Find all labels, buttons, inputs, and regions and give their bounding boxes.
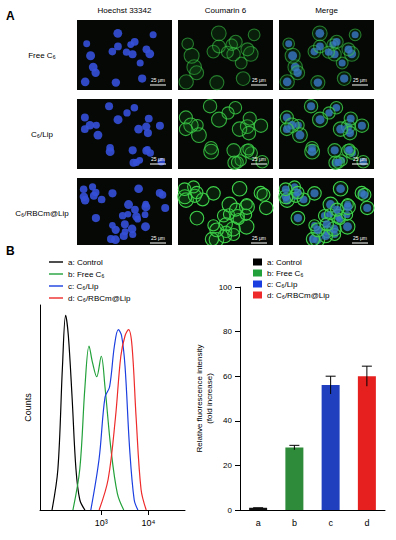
- svg-text:25 μm: 25 μm: [353, 77, 367, 83]
- svg-text:10⁴: 10⁴: [141, 518, 155, 528]
- html-text:B: B: [6, 244, 15, 258]
- svg-text:b: b: [292, 518, 297, 528]
- svg-text:a: Control: a: Control: [68, 258, 103, 267]
- svg-text:25 μm: 25 μm: [151, 235, 165, 241]
- svg-text:Counts: Counts: [23, 393, 33, 422]
- svg-text:40: 40: [223, 416, 232, 425]
- svg-text:25 μm: 25 μm: [252, 156, 266, 162]
- svg-text:25 μm: 25 μm: [151, 156, 165, 162]
- svg-text:Relative fluorescence intensit: Relative fluorescence intensity: [195, 344, 204, 452]
- svg-text:c: C₆/Lip: c: C₆/Lip: [68, 282, 99, 291]
- svg-text:b: Free C₆: b: Free C₆: [68, 270, 105, 279]
- svg-text:10³: 10³: [95, 518, 108, 528]
- svg-text:c: C₆/Lip: c: C₆/Lip: [267, 280, 298, 289]
- svg-text:A: A: [6, 9, 15, 23]
- svg-text:100: 100: [219, 283, 233, 292]
- svg-text:d: C₆/RBCm@Lip: d: C₆/RBCm@Lip: [267, 291, 330, 300]
- svg-text:25 μm: 25 μm: [353, 235, 367, 241]
- svg-text:20: 20: [223, 461, 232, 470]
- svg-text:C₆/RBCm@Lip: C₆/RBCm@Lip: [15, 209, 69, 218]
- svg-text:60: 60: [223, 372, 232, 381]
- svg-text:c: c: [328, 518, 333, 528]
- svg-text:a: Control: a: Control: [267, 258, 302, 267]
- svg-text:25 μm: 25 μm: [252, 77, 266, 83]
- svg-text:C₆/Lip: C₆/Lip: [31, 130, 53, 139]
- svg-text:(fold increase): (fold increase): [205, 373, 214, 424]
- svg-text:Merge: Merge: [315, 6, 338, 15]
- svg-text:Hoechst 33342: Hoechst 33342: [98, 6, 152, 15]
- svg-text:80: 80: [223, 327, 232, 336]
- svg-text:d: d: [364, 518, 369, 528]
- svg-text:a: a: [256, 518, 261, 528]
- svg-text:25 μm: 25 μm: [252, 235, 266, 241]
- svg-text:25 μm: 25 μm: [353, 156, 367, 162]
- svg-text:Free C₆: Free C₆: [28, 51, 56, 60]
- svg-text:Coumarin 6: Coumarin 6: [205, 6, 247, 15]
- svg-text:0: 0: [228, 506, 233, 515]
- svg-text:25 μm: 25 μm: [151, 77, 165, 83]
- svg-text:b: Free C₆: b: Free C₆: [267, 269, 304, 278]
- svg-text:d: C₆/RBCm@Lip: d: C₆/RBCm@Lip: [68, 294, 131, 303]
